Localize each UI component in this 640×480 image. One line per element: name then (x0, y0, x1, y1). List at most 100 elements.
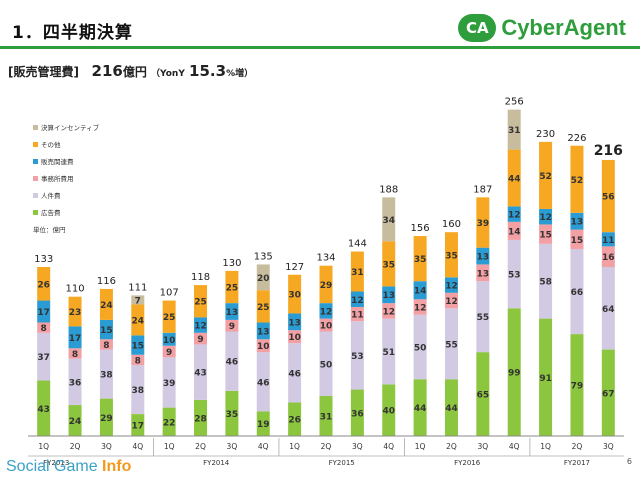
bar-segment (288, 402, 302, 436)
bar-segment (256, 352, 270, 412)
logo-mark-icon: CA (458, 14, 497, 42)
segment-value-label: 13 (382, 291, 395, 301)
bar-segment (444, 379, 458, 436)
bar-segment (476, 352, 490, 436)
segment-value-label: 29 (100, 414, 113, 424)
bar-segment (194, 332, 208, 345)
segment-value-label: 8 (103, 341, 109, 351)
segment-value-label: 10 (288, 333, 301, 343)
x-tick-label: 2Q (195, 442, 206, 451)
x-tick-label: 4Q (258, 442, 269, 451)
bar-segment (225, 390, 239, 436)
segment-value-label: 36 (351, 409, 364, 419)
bar-segment (539, 243, 553, 319)
segment-value-label: 14 (508, 227, 521, 237)
x-tick-label: 4Q (132, 442, 143, 451)
bar-segment (162, 407, 176, 436)
bar-segment (162, 332, 176, 346)
segment-value-label: 17 (132, 422, 145, 432)
bar-segment (99, 288, 113, 320)
legend-label: 事務所費用 (41, 174, 74, 183)
bar-segment (444, 292, 458, 309)
segment-value-label: 12 (445, 282, 458, 292)
bar-segment (382, 286, 396, 304)
segment-value-label: 50 (414, 343, 427, 353)
bar-segment (162, 300, 176, 333)
segment-value-label: 31 (508, 126, 521, 136)
segment-value-label: 16 (602, 253, 615, 263)
legend-swatch (33, 142, 38, 147)
segment-value-label: 22 (163, 418, 176, 428)
segment-value-label: 55 (477, 313, 490, 323)
page-title: 1．四半期決算 (12, 23, 133, 43)
segment-value-label: 12 (539, 213, 552, 223)
bar-segment (413, 379, 427, 436)
watermark-text-a: Social Game (6, 458, 103, 475)
bar-segment (225, 270, 239, 304)
bar-segment (319, 265, 333, 304)
x-tick-label: 2Q (446, 442, 457, 451)
bar-total-label: 188 (379, 184, 398, 195)
segment-value-label: 17 (69, 334, 82, 344)
bar-segment (37, 380, 51, 436)
segment-value-label: 44 (445, 404, 458, 414)
legend-swatch (33, 159, 38, 164)
bar-segment (601, 159, 615, 233)
bar-segment (382, 318, 396, 385)
bar-segment (476, 281, 490, 353)
fiscal-year-label: FY2013 (43, 459, 69, 467)
x-tick-label: 4Q (383, 442, 394, 451)
segment-value-label: 39 (163, 379, 176, 389)
segment-value-label: 53 (508, 271, 521, 281)
bar-total-label: 118 (191, 272, 210, 283)
bar-total-label: 133 (34, 254, 53, 265)
x-tick-label: 3Q (477, 442, 488, 451)
bar-segment (288, 343, 302, 403)
subtitle-amount: 216 (91, 62, 123, 80)
segment-value-label: 66 (571, 288, 584, 298)
bar-total-label: 256 (505, 97, 524, 108)
segment-value-label: 11 (602, 236, 615, 246)
bar-segment (413, 314, 427, 380)
segment-value-label: 24 (69, 417, 82, 427)
bar-total-label: 127 (285, 262, 304, 273)
subtitle-yoy-suffix: %増） (226, 69, 254, 79)
bar-segment (37, 300, 51, 323)
bar-segment (507, 308, 521, 436)
bar-total-label: 107 (160, 288, 179, 299)
x-tick-label: 3Q (227, 442, 238, 451)
bar-segment (194, 344, 208, 400)
bar-segment (256, 264, 270, 291)
segment-value-label: 28 (194, 414, 207, 424)
page-number: 6 (626, 457, 632, 466)
bar-segment (539, 224, 553, 244)
segment-value-label: 7 (135, 296, 141, 306)
bar-segment (131, 414, 145, 436)
legend-label: 人件費 (41, 191, 61, 200)
segment-value-label: 26 (288, 416, 301, 426)
segment-value-label: 58 (539, 278, 552, 288)
segment-value-label: 25 (226, 284, 239, 294)
legend-label: 広告費 (41, 208, 61, 217)
segment-value-label: 50 (320, 360, 333, 370)
segment-value-label: 46 (257, 378, 270, 388)
company-logo: CA CyberAgent (458, 12, 626, 44)
segment-value-label: 13 (477, 269, 490, 279)
segment-value-label: 24 (100, 301, 113, 311)
watermark-text-b: Info (102, 458, 132, 475)
bar-segment (476, 247, 490, 265)
bar-segment (319, 396, 333, 436)
subtitle-unit: 億円 (122, 65, 147, 79)
x-tick-label: 1Q (164, 442, 175, 451)
segment-value-label: 11 (351, 311, 364, 321)
segment-value-label: 38 (132, 386, 145, 396)
segment-value-label: 8 (72, 350, 78, 360)
bar-total-label: 216 (594, 143, 623, 159)
bar-segment (256, 322, 270, 340)
title-underline (0, 46, 640, 49)
bar-segment (601, 267, 615, 350)
x-tick-label: 3Q (352, 442, 363, 451)
bar-segment (319, 331, 333, 397)
unit-label: 単位：億円 (33, 225, 66, 234)
bar-segment (131, 365, 145, 415)
